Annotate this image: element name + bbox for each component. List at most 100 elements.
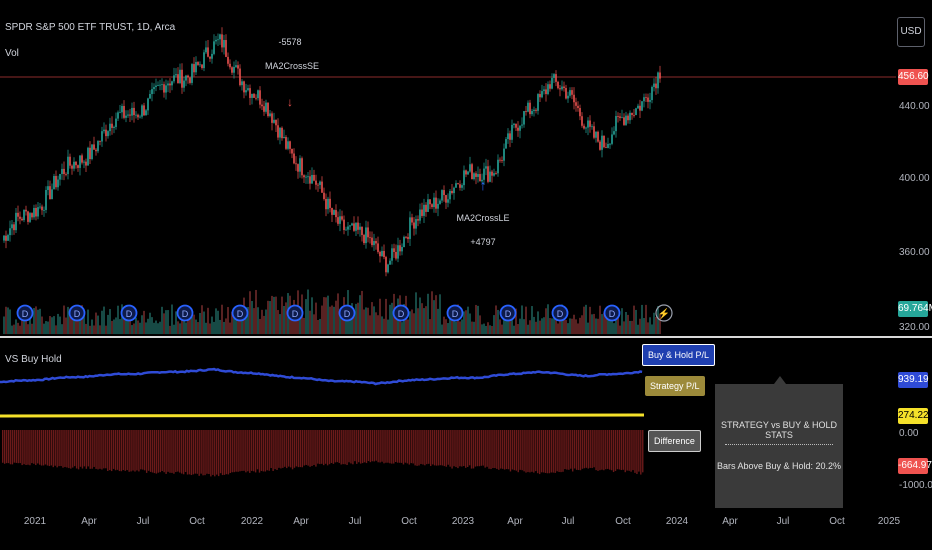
currency-button[interactable]: USD [897,17,925,47]
difference-bar [105,430,107,469]
time-tick: 2021 [23,516,47,527]
indicator-tick: 0.00 [899,428,919,439]
volume-bar [211,316,213,334]
volume-bar [421,303,423,334]
volume-bar [513,325,515,334]
difference-bar [346,430,348,466]
candle-body [43,209,45,211]
volume-bar [659,314,661,334]
difference-bar [138,430,140,472]
difference-bar [262,430,265,472]
candle-body [137,114,139,118]
difference-bar [465,430,467,468]
difference-bar [367,430,370,462]
volume-bar [569,318,571,334]
strategy-line [0,413,645,418]
pane-separator[interactable] [0,336,932,338]
candle-body [475,173,477,177]
time-tick: 2024 [665,516,689,527]
volume-bar [125,308,127,334]
difference-bar [307,430,309,466]
volume-bar [339,309,341,334]
volume-bar [401,322,403,334]
time-axis[interactable]: 2021 Apr Jul Oct 2022 Apr Jul Oct 2023 A… [0,506,932,550]
difference-bar [29,430,31,466]
events-icon[interactable] [655,304,673,322]
volume-bar [115,317,117,334]
candle-body [251,93,253,98]
difference-bar [237,430,239,472]
difference-bar [216,430,218,475]
difference-bar [564,430,566,470]
candle-body [249,88,251,98]
difference-bar [608,430,611,470]
price-pane[interactable]: D D D D D D D D D D D D ↓ ↑ ⚡ SPDR S&P 500 ETF TRUS… [0,0,932,336]
stats-bars-above: Bars Above Buy & Hold: 20.2% [716,461,842,471]
candle-body [15,212,17,231]
candle-body [23,209,25,221]
volume-bar [507,311,509,334]
candle-body [213,41,215,54]
difference-bar [60,430,62,467]
volume-bar [459,321,461,334]
candle-body [529,102,531,115]
indicator-pane[interactable]: VS Buy Hold Buy & Hold P/L Strategy P/L … [0,338,932,506]
candle-body [319,181,321,185]
candle-body [433,197,435,208]
volume-bar [219,319,221,334]
candle-body [629,112,631,121]
volume-bar [33,308,35,334]
volume-bar [265,309,267,334]
volume-bar [117,305,119,334]
volume-bar [229,322,231,334]
difference-bar [431,430,434,465]
volume-bar [539,320,541,334]
difference-bar [103,430,105,469]
volume-bar [363,309,365,334]
difference-bar [579,430,582,471]
time-tick: 2022 [240,516,264,527]
candle-body [93,144,95,150]
difference-bar [626,430,628,471]
volume-bar [383,318,385,334]
volume-bar [89,325,91,334]
candle-body [189,77,191,83]
difference-bar [97,430,99,470]
candle-body [163,84,165,93]
difference-bar [40,430,43,466]
difference-bar [95,430,97,469]
volume-bar [605,314,607,334]
difference-bar [44,430,47,465]
difference-bar [334,430,337,463]
candle-body [271,113,273,123]
indicator-tick: -1000.00 [899,480,932,491]
volume-bar [481,324,483,334]
candle-body [455,183,457,188]
volume-bar [123,318,125,334]
difference-bar [118,430,121,472]
difference-bar [422,430,424,465]
difference-bar [54,430,56,466]
time-tick: Jul [136,516,150,527]
candle-body [65,173,67,175]
volume-bar [215,308,217,334]
difference-bar [402,430,405,465]
volume-bar [341,311,343,334]
volume-bar [391,302,393,334]
candle-body [655,83,657,89]
difference-bar [593,430,595,468]
candle-body [381,250,383,257]
strategy-value: 274.22 [898,408,929,424]
candle-body [161,84,163,86]
indicator-chart[interactable] [0,338,932,506]
candle-body [13,224,15,231]
price-chart[interactable]: D D D D D D D D D D D D ↓ ↑ ⚡ [0,0,932,336]
difference-bar [243,430,245,471]
difference-bar [194,430,196,474]
difference-bar [420,430,422,465]
volume-bar [51,317,53,334]
candle-body [273,119,275,123]
candle-body [547,84,549,95]
volume-bar [69,308,71,334]
volume-bar [233,309,235,334]
